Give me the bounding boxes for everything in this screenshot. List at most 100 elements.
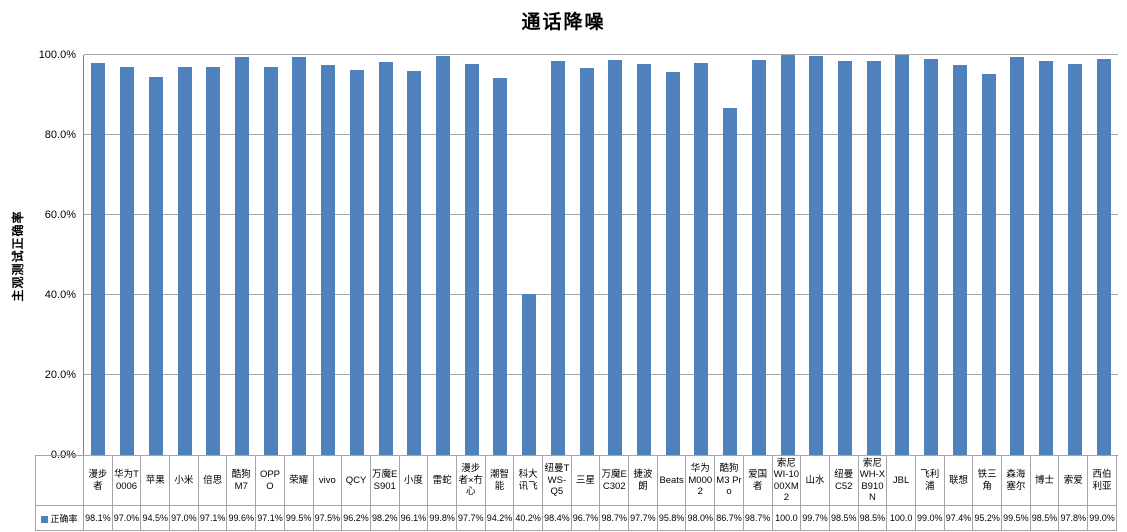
bar-column xyxy=(113,55,142,455)
bar-column xyxy=(285,55,314,455)
bar-华为T0006 xyxy=(120,67,135,455)
bar-column xyxy=(859,55,888,455)
table-corner-blank xyxy=(35,455,84,506)
bar-column xyxy=(400,55,429,455)
x-axis-label: 铁三角 xyxy=(972,455,1002,506)
value-cell: 97.1% xyxy=(255,505,285,531)
bar-万魔EC302 xyxy=(608,60,623,455)
bar-潮智能 xyxy=(493,78,508,455)
value-cell: 95.8% xyxy=(656,505,687,531)
x-axis-label: vivo xyxy=(312,455,343,506)
bar-博士 xyxy=(1039,61,1054,455)
value-cell: 97.7% xyxy=(628,505,658,531)
bar-科大讯飞 xyxy=(522,294,537,455)
bar-column xyxy=(314,55,343,455)
bar-索尼WH-XB910N xyxy=(866,61,881,455)
value-cell: 95.2% xyxy=(972,505,1002,531)
bar-酷狗M7 xyxy=(234,56,249,455)
y-axis-tick: 100.0% xyxy=(38,49,76,61)
bar-column xyxy=(84,55,113,455)
x-axis-label: 酷狗M7 xyxy=(226,455,257,506)
value-cell: 98.2% xyxy=(369,505,400,531)
data-table: 漫步者 华为T0006 苹果 小米 倍思 酷狗M7 OPPO 荣耀 vivo QCY 万魔ES901… xyxy=(35,455,1117,531)
bar-OPPO xyxy=(263,66,278,455)
y-axis-tick: 20.0% xyxy=(44,369,76,381)
bar-column xyxy=(802,55,831,455)
value-cell: 98.5% xyxy=(1029,505,1060,531)
value-cell: 97.5% xyxy=(312,505,343,531)
x-axis-label: 漫步者 xyxy=(83,455,113,506)
gridline-20 xyxy=(84,374,1118,375)
x-axis-label: 华为M0002 xyxy=(685,455,716,506)
bar-column xyxy=(141,55,170,455)
value-cell: 98.5% xyxy=(857,505,888,531)
bar-森海塞尔 xyxy=(1010,57,1025,455)
bar-column xyxy=(773,55,802,455)
value-cell: 40.2% xyxy=(513,505,543,531)
gridline-60 xyxy=(84,214,1118,215)
bar-雷蛇 xyxy=(435,55,450,455)
x-axis-label: 森海塞尔 xyxy=(1001,455,1031,506)
x-axis-label: 漫步者×冇心 xyxy=(455,455,486,506)
bar-column xyxy=(486,55,515,455)
bar-column xyxy=(745,55,774,455)
bar-column xyxy=(199,55,228,455)
value-cell: 98.1% xyxy=(83,505,113,531)
y-axis-tick: 40.0% xyxy=(44,289,76,301)
bar-column xyxy=(371,55,400,455)
x-axis-label: 荣耀 xyxy=(283,455,314,506)
x-axis-label: 潮智能 xyxy=(484,455,515,506)
x-axis-label: 索爱 xyxy=(1058,455,1089,506)
bar-column xyxy=(457,55,486,455)
value-cell: 99.8% xyxy=(427,505,457,531)
x-axis-label: 小度 xyxy=(398,455,429,506)
bar-column xyxy=(572,55,601,455)
value-cell: 98.4% xyxy=(542,505,572,531)
value-cell: 97.4% xyxy=(943,505,974,531)
bar-倍思 xyxy=(206,66,221,455)
x-axis-label: 联想 xyxy=(943,455,974,506)
value-cell: 99.5% xyxy=(1001,505,1031,531)
x-axis-label: Beats xyxy=(656,455,687,506)
bar-联想 xyxy=(952,65,967,455)
series-marker-icon xyxy=(41,515,49,523)
x-axis-label: 飞利浦 xyxy=(914,455,945,506)
x-axis-label: 博士 xyxy=(1029,455,1060,506)
y-axis-tick-labels: 100.0% 80.0% 60.0% 40.0% 20.0% 0.0% xyxy=(0,49,76,461)
bar-column xyxy=(429,55,458,455)
gridline-100 xyxy=(84,54,1118,55)
x-axis-label: 雷蛇 xyxy=(427,455,457,506)
bar-QCY xyxy=(349,70,364,455)
x-axis-label: 万魔EC302 xyxy=(599,455,630,506)
bar-column xyxy=(917,55,946,455)
value-cell: 96.7% xyxy=(570,505,601,531)
bar-纽曼TWS-Q5 xyxy=(550,61,565,455)
bar-索爱 xyxy=(1067,63,1082,455)
x-axis-label: 倍思 xyxy=(197,455,228,506)
bar-column xyxy=(946,55,975,455)
value-cell: 99.0% xyxy=(914,505,945,531)
value-cell: 97.1% xyxy=(197,505,228,531)
bar-万魔ES901 xyxy=(378,62,393,455)
bar-column xyxy=(170,55,199,455)
bar-column xyxy=(1089,55,1118,455)
bar-vivo xyxy=(321,65,336,455)
x-axis-label: 爱国者 xyxy=(742,455,773,506)
bar-小度 xyxy=(407,70,422,455)
bar-三星 xyxy=(579,68,594,455)
value-cell: 98.5% xyxy=(828,505,859,531)
value-cell: 99.5% xyxy=(283,505,314,531)
x-axis-label: 苹果 xyxy=(140,455,171,506)
bar-column xyxy=(1032,55,1061,455)
value-cell: 94.5% xyxy=(140,505,171,531)
y-axis-tick: 80.0% xyxy=(44,129,76,141)
value-cell: 100.0 xyxy=(771,505,802,531)
bar-column xyxy=(831,55,860,455)
bar-飞利浦 xyxy=(924,59,939,455)
x-axis-label: OPPO xyxy=(255,455,285,506)
bar-column xyxy=(342,55,371,455)
bar-column xyxy=(544,55,573,455)
x-axis-label: 万魔ES901 xyxy=(369,455,400,506)
bar-column xyxy=(687,55,716,455)
